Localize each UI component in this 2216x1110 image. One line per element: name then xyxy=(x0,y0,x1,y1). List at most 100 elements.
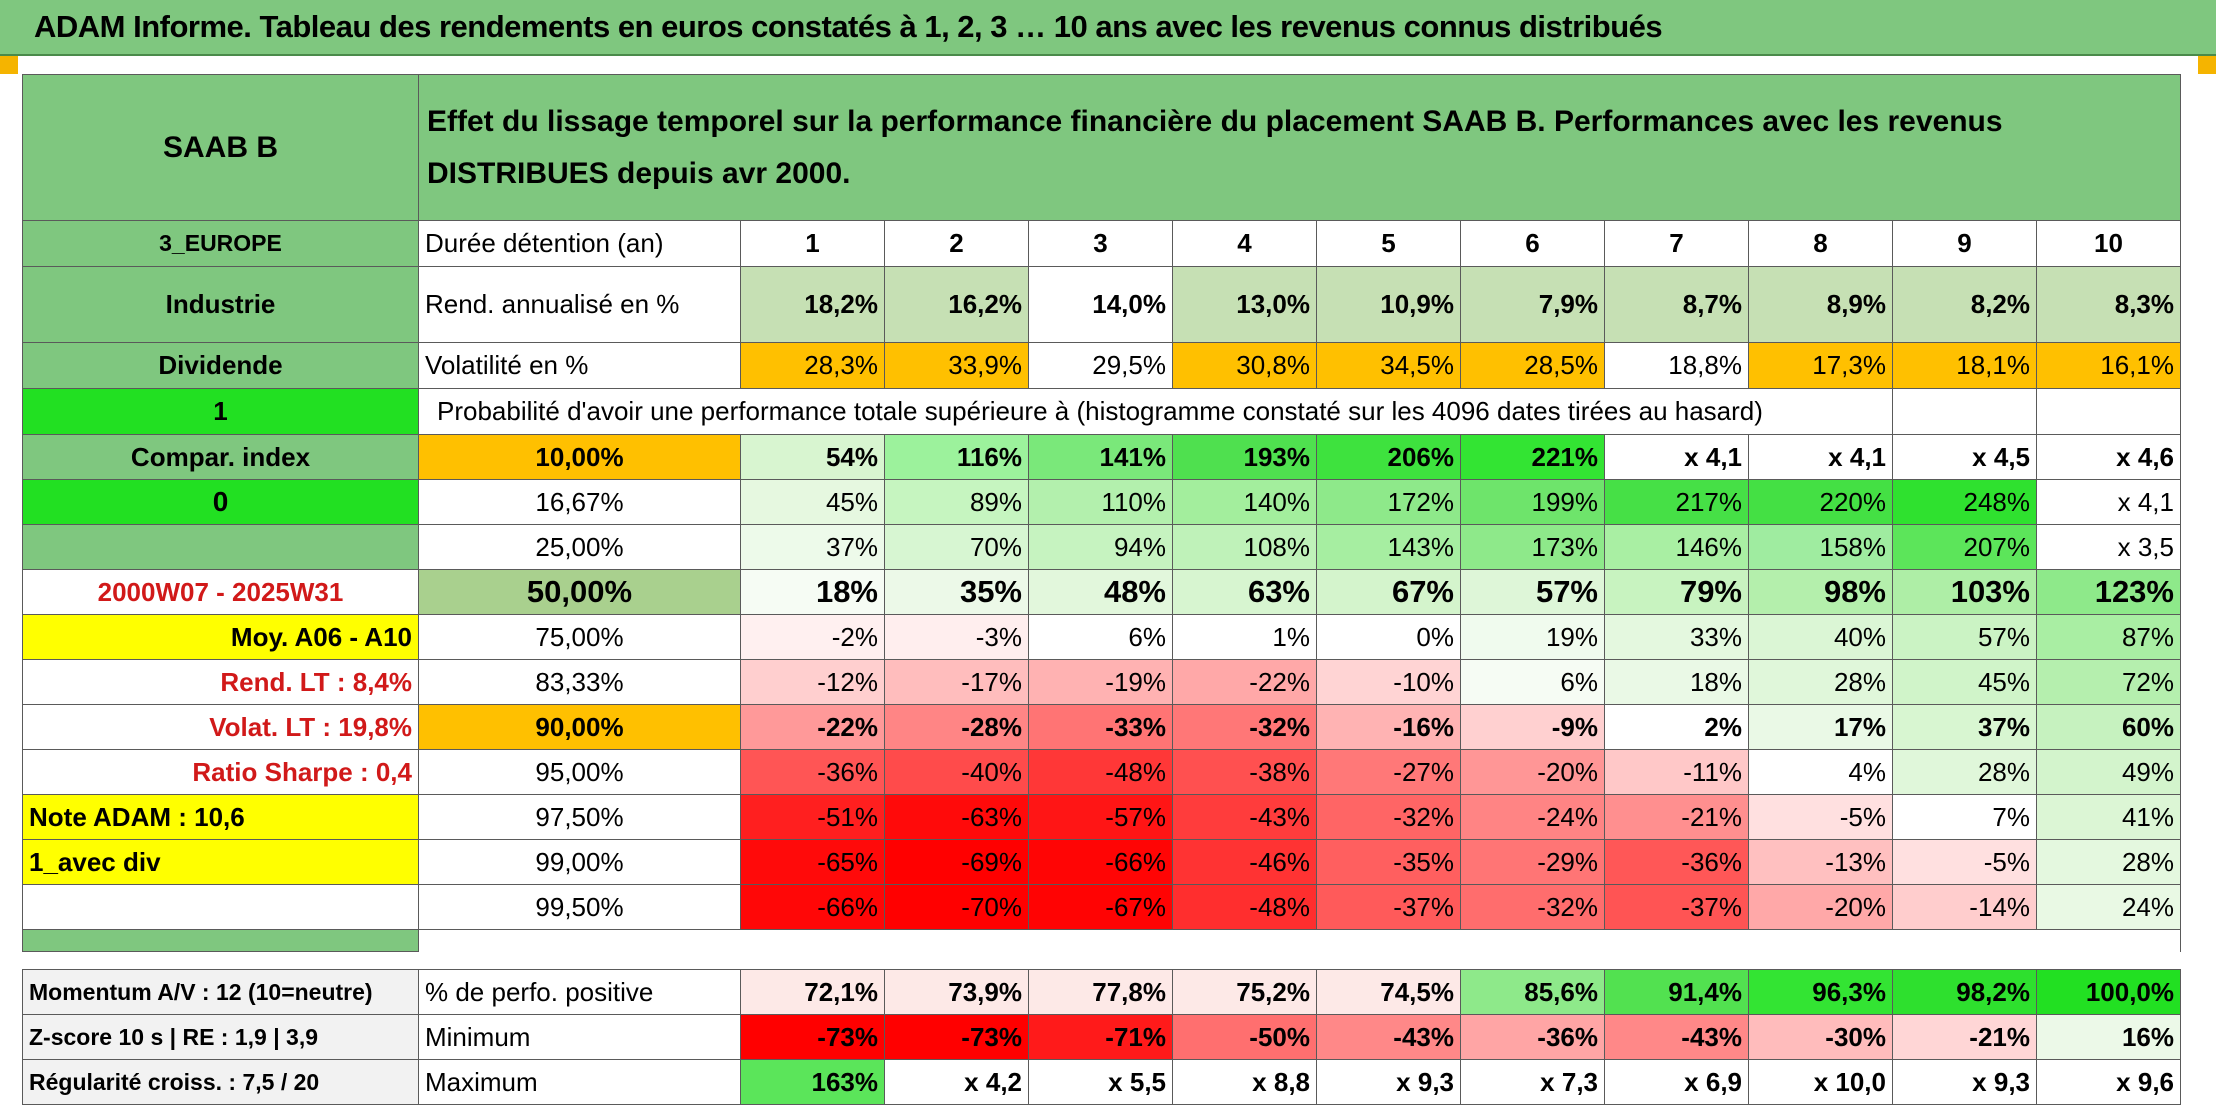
probability-value: 35% xyxy=(884,569,1029,615)
probability-value: 40% xyxy=(1748,614,1893,660)
probability-value: -37% xyxy=(1316,884,1461,930)
probability-value: 110% xyxy=(1028,479,1173,525)
corner-marker xyxy=(2198,56,2216,74)
probability-value: 45% xyxy=(1892,659,2037,705)
annualized-return-value: 14,0% xyxy=(1028,266,1173,343)
flag-indicator: 1 xyxy=(22,388,419,435)
annualized-return-value: 8,3% xyxy=(2036,266,2181,343)
annualized-return-value: 8,2% xyxy=(1892,266,2037,343)
probability-threshold: 10,00% xyxy=(418,434,741,480)
volatility-label: Volatilité en % xyxy=(418,342,741,389)
instrument-name: SAAB B xyxy=(22,74,419,221)
sector-label: Industrie xyxy=(22,266,419,343)
empty-cell xyxy=(22,524,419,570)
stats-value: -21% xyxy=(1892,1014,2037,1060)
year-header: 4 xyxy=(1172,220,1317,267)
probability-value: 0% xyxy=(1316,614,1461,660)
probability-value: -21% xyxy=(1604,794,1749,840)
probability-value: -17% xyxy=(884,659,1029,705)
dividend-label: Dividende xyxy=(22,342,419,389)
annualized-return-label: Rend. annualisé en % xyxy=(418,266,741,343)
probability-value: 220% xyxy=(1748,479,1893,525)
probability-row: 25,00% 37% 70% 94% 108% 143% 173% 146% 158% 207% x… xyxy=(22,524,2181,570)
sidebar-flag0: 0 xyxy=(22,479,419,525)
volatility-value: 30,8% xyxy=(1172,342,1317,389)
probability-title: Probabilité d'avoir une performance tota… xyxy=(418,388,1893,435)
probability-value: -46% xyxy=(1172,839,1317,885)
probability-value: -37% xyxy=(1604,884,1749,930)
probability-value: -32% xyxy=(1316,794,1461,840)
probability-threshold: 90,00% xyxy=(418,704,741,750)
table-title: Effet du lissage temporel sur la perform… xyxy=(418,74,2181,221)
sidebar-period: 2000W07 - 2025W31 xyxy=(22,569,419,615)
probability-row: 2000W07 - 2025W31 50,00% 18% 35% 48% 63% 67% 57… xyxy=(22,569,2181,615)
stats-value: 72,1% xyxy=(740,969,885,1015)
annualized-return-value: 8,7% xyxy=(1604,266,1749,343)
volatility-value: 33,9% xyxy=(884,342,1029,389)
probability-value: 193% xyxy=(1172,434,1317,480)
sidebar-compar: Compar. index xyxy=(22,434,419,480)
year-header: 10 xyxy=(2036,220,2181,267)
probability-value: -14% xyxy=(1892,884,2037,930)
probability-value: 1% xyxy=(1172,614,1317,660)
probability-value: -16% xyxy=(1316,704,1461,750)
sidebar-rend_lt: Rend. LT : 8,4% xyxy=(22,659,419,705)
stats-value: -50% xyxy=(1172,1014,1317,1060)
probability-threshold: 75,00% xyxy=(418,614,741,660)
probability-value: 172% xyxy=(1316,479,1461,525)
stats-value: x 10,0 xyxy=(1748,1059,1893,1105)
probability-value: 24% xyxy=(2036,884,2181,930)
stats-value: x 9,6 xyxy=(2036,1059,2181,1105)
probability-value: 158% xyxy=(1748,524,1893,570)
sidebar-moy: Moy. A06 - A10 xyxy=(22,614,419,660)
separator-cell xyxy=(22,951,419,970)
probability-value: 79% xyxy=(1604,569,1749,615)
probability-value: 140% xyxy=(1172,479,1317,525)
empty-cell xyxy=(1892,388,2037,435)
probability-value: -36% xyxy=(740,749,885,795)
probability-value: -3% xyxy=(884,614,1029,660)
probability-row: Volat. LT : 19,8% 90,00% -22% -28% -33% -32% -… xyxy=(22,704,2181,750)
stats-value: 85,6% xyxy=(1460,969,1605,1015)
volatility-value: 17,3% xyxy=(1748,342,1893,389)
probability-row: Rend. LT : 8,4% 83,33% -12% -17% -19% -22% -10… xyxy=(22,659,2181,705)
stats-row: Z-score 10 s | RE : 1,9 | 3,9 Minimum -73%… xyxy=(22,1014,2181,1060)
probability-value: -48% xyxy=(1028,749,1173,795)
stats-value: x 4,2 xyxy=(884,1059,1029,1105)
annualized-return-value: 7,9% xyxy=(1460,266,1605,343)
sidebar-mode: 1_avec div xyxy=(22,839,419,885)
probability-value: -70% xyxy=(884,884,1029,930)
probability-value: 19% xyxy=(1460,614,1605,660)
stats-value: 77,8% xyxy=(1028,969,1173,1015)
probability-value: -20% xyxy=(1460,749,1605,795)
volatility-value: 18,8% xyxy=(1604,342,1749,389)
probability-value: 6% xyxy=(1028,614,1173,660)
probability-value: -22% xyxy=(740,704,885,750)
stats-row: Momentum A/V : 12 (10=neutre)% de perfo.… xyxy=(22,969,2181,1015)
year-header: 8 xyxy=(1748,220,1893,267)
probability-value: -32% xyxy=(1172,704,1317,750)
probability-value: 72% xyxy=(2036,659,2181,705)
volatility-row: Dividende Volatilité en % 28,3% 33,9% 29,5% 3… xyxy=(22,342,2181,389)
year-header: 7 xyxy=(1604,220,1749,267)
stats-value: 91,4% xyxy=(1604,969,1749,1015)
probability-value: -13% xyxy=(1748,839,1893,885)
probability-value: 116% xyxy=(884,434,1029,480)
sidebar-volat_lt: Volat. LT : 19,8% xyxy=(22,704,419,750)
probability-value: 37% xyxy=(1892,704,2037,750)
probability-row: 99,50% -66% -70% -67% -48% -37% -32% -37% -20% -1… xyxy=(22,884,2181,930)
probability-row: Ratio Sharpe : 0,4 95,00% -36% -40% -48% -38%… xyxy=(22,749,2181,795)
probability-value: -66% xyxy=(740,884,885,930)
probability-value: 18% xyxy=(1604,659,1749,705)
probability-value: -12% xyxy=(740,659,885,705)
year-header-row: 3_EUROPE Durée détention (an) 1 2 3 4 5 6 7 8 9 10 xyxy=(22,220,2181,267)
stats-value: 74,5% xyxy=(1316,969,1461,1015)
probability-value: 94% xyxy=(1028,524,1173,570)
probability-threshold: 97,50% xyxy=(418,794,741,840)
probability-value: 2% xyxy=(1604,704,1749,750)
probability-row: 1_avec div 99,00% -65% -69% -66% -46% -35% -29%… xyxy=(22,839,2181,885)
year-header: 1 xyxy=(740,220,885,267)
probability-row: Note ADAM : 10,6 97,50% -51% -63% -57% -43% -3… xyxy=(22,794,2181,840)
year-header: 6 xyxy=(1460,220,1605,267)
probability-value: 146% xyxy=(1604,524,1749,570)
